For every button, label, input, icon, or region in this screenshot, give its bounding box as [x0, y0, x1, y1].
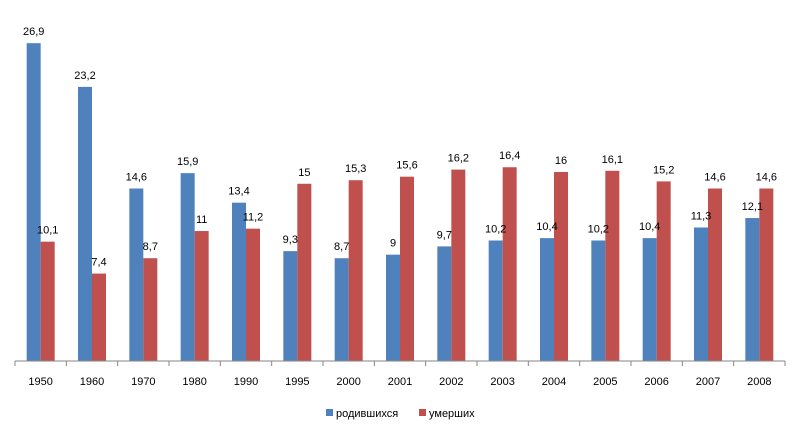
value-label-born-1970: 14,6 — [126, 172, 147, 184]
bar-died-1960 — [92, 273, 106, 361]
x-tick-label-2004: 2004 — [542, 376, 566, 388]
value-labels-layer: 26,9 10,1 23,2 7,4 14,6 8,7 15,9 11 13,4 11,2 9,3 1… — [23, 26, 777, 268]
legend-swatch-born — [326, 409, 333, 416]
bar-born-2000 — [334, 258, 349, 361]
x-tick-label-2008: 2008 — [747, 376, 771, 388]
bar-born-1980 — [180, 173, 195, 361]
value-label-died-2008: 14,6 — [756, 172, 777, 184]
value-label-born-2005: 10,2 — [588, 223, 609, 235]
bar-died-2008 — [759, 188, 774, 361]
bar-born-2001 — [386, 254, 400, 361]
value-label-died-1970: 8,7 — [143, 241, 158, 253]
bar-died-2003 — [502, 167, 517, 361]
bars-layer — [26, 43, 774, 362]
legend-item-died: умерших — [419, 408, 475, 420]
bar-born-2008 — [745, 218, 760, 361]
legend-swatch-died — [419, 409, 426, 416]
x-tick-label-1980: 1980 — [182, 376, 206, 388]
bar-died-1970 — [143, 258, 158, 361]
x-axis-ticks — [14, 361, 786, 366]
value-label-born-1960: 23,2 — [74, 70, 95, 82]
bar-born-1970 — [129, 188, 144, 361]
value-label-died-2001: 15,6 — [396, 160, 417, 172]
bar-born-2005 — [591, 240, 606, 361]
x-tick-label-1960: 1960 — [80, 376, 104, 388]
value-label-died-2007: 14,6 — [704, 172, 725, 184]
x-tick-label-2002: 2002 — [439, 376, 463, 388]
bar-died-1990 — [246, 228, 260, 361]
legend-label-born: родившихся — [336, 408, 398, 420]
bar-died-2000 — [348, 180, 363, 361]
value-label-born-2004: 10,4 — [536, 221, 557, 233]
bar-born-2007 — [694, 227, 708, 361]
x-tick-label-1990: 1990 — [234, 376, 258, 388]
x-tick-label-2006: 2006 — [644, 376, 668, 388]
value-label-born-2003: 10,2 — [485, 223, 506, 235]
value-label-born-2006: 10,4 — [639, 221, 660, 233]
value-label-born-1990: 13,4 — [228, 186, 249, 198]
value-label-born-2000: 8,7 — [334, 241, 349, 253]
x-tick-label-2005: 2005 — [593, 376, 617, 388]
x-tick-label-1950: 1950 — [28, 376, 52, 388]
value-label-died-1960: 7,4 — [91, 257, 106, 269]
x-tick-label-2003: 2003 — [490, 376, 514, 388]
legend-item-born: родившихся — [326, 408, 398, 420]
value-label-born-1980: 15,9 — [177, 156, 198, 168]
bar-born-1960 — [78, 86, 92, 362]
value-label-born-2002: 9,7 — [437, 229, 452, 241]
value-label-born-2007: 11,3 — [691, 210, 712, 222]
bar-born-2003 — [488, 240, 503, 361]
value-label-died-2005: 16,1 — [602, 154, 623, 166]
x-tick-label-2000: 2000 — [336, 376, 360, 388]
legend-label-died: умерших — [429, 408, 475, 420]
bar-born-1990 — [232, 202, 246, 361]
bar-born-2004 — [540, 238, 554, 361]
value-label-died-1990: 11,2 — [243, 212, 264, 224]
bar-died-2004 — [554, 171, 568, 361]
bar-died-1950 — [40, 241, 55, 361]
value-label-born-2001: 9 — [390, 238, 396, 250]
bar-died-2002 — [451, 169, 466, 361]
x-tick-label-1995: 1995 — [285, 376, 309, 388]
x-tick-label-2007: 2007 — [696, 376, 720, 388]
bar-died-2006 — [656, 181, 671, 361]
bar-died-2007 — [708, 188, 722, 361]
x-axis-tick-labels: 1950 1960 1970 1980 1990 1995 2000 2001 2002 2003… — [28, 376, 771, 388]
value-label-died-2000: 15,3 — [345, 163, 366, 175]
value-label-died-1950: 10,1 — [37, 225, 58, 237]
value-label-died-2002: 16,2 — [448, 153, 469, 165]
bar-born-1995 — [283, 251, 298, 361]
bar-died-1980 — [194, 231, 209, 361]
bar-born-2002 — [437, 246, 452, 361]
x-tick-label-2001: 2001 — [388, 376, 412, 388]
value-label-died-2003: 16,4 — [499, 150, 520, 162]
value-label-born-1995: 9,3 — [283, 234, 298, 246]
legend: родившихся умерших — [326, 408, 475, 420]
value-label-died-1980: 11 — [196, 214, 207, 226]
bar-born-2006 — [642, 238, 657, 361]
bar-born-1950 — [26, 43, 41, 362]
value-label-died-2006: 15,2 — [653, 164, 674, 176]
x-tick-label-1970: 1970 — [131, 376, 155, 388]
value-label-died-2004: 16 — [555, 155, 567, 167]
value-label-born-2008: 12,1 — [742, 201, 763, 213]
bar-died-1995 — [297, 183, 312, 361]
bar-died-2005 — [605, 170, 620, 361]
value-label-born-1950: 26,9 — [23, 26, 44, 38]
value-label-died-1995: 15 — [298, 167, 310, 179]
bar-died-2001 — [400, 176, 414, 361]
